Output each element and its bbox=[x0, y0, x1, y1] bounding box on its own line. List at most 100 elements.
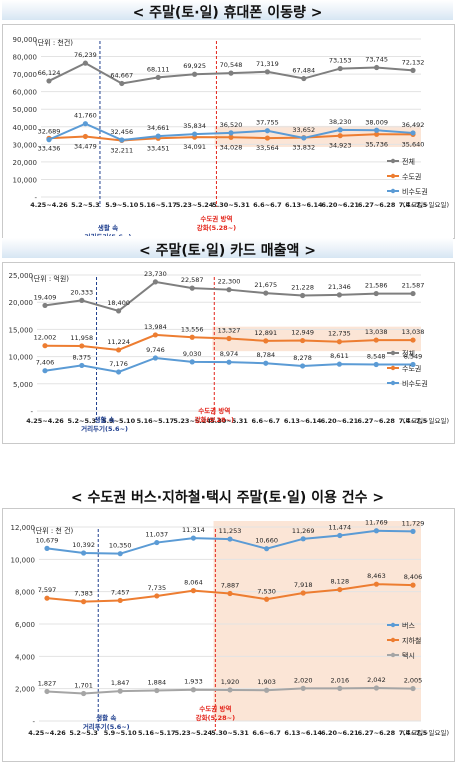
data-point bbox=[81, 690, 87, 697]
data-label: 7,457 bbox=[111, 588, 130, 596]
data-label: 66,124 bbox=[38, 69, 61, 77]
data-point bbox=[300, 363, 306, 369]
data-label: 36,492 bbox=[402, 121, 425, 129]
data-label: 2,016 bbox=[330, 676, 349, 684]
data-label: 11,269 bbox=[292, 527, 315, 535]
data-point bbox=[82, 60, 88, 66]
legend-label: 비수도권 bbox=[402, 187, 428, 196]
data-point bbox=[374, 64, 380, 71]
data-label: 1,920 bbox=[221, 678, 240, 686]
y-tick-label: 4,000 bbox=[15, 653, 35, 661]
data-label: 69,925 bbox=[183, 62, 206, 70]
data-label: 19,409 bbox=[34, 293, 57, 301]
data-label: 10,392 bbox=[72, 541, 95, 549]
data-point bbox=[117, 597, 123, 604]
data-label: 18,400 bbox=[107, 299, 130, 307]
data-label: 35,736 bbox=[365, 140, 388, 148]
annotation-distancing: 생활 속 bbox=[94, 415, 114, 424]
x-unit-label: (토요일~일요일) bbox=[403, 416, 449, 425]
data-label: 8,548 bbox=[367, 352, 386, 360]
data-label: 20,333 bbox=[70, 288, 93, 296]
data-point bbox=[44, 545, 50, 551]
data-point bbox=[42, 368, 48, 374]
x-tick-label: 6.27~6.28 bbox=[357, 417, 395, 425]
data-point bbox=[154, 593, 160, 599]
data-point bbox=[190, 687, 196, 693]
chart-3-transit: - 2,000 4,000 6,000 8,000 10,000 12,000(단위 : 천… bbox=[11, 519, 450, 737]
data-point bbox=[300, 685, 306, 691]
data-label: 8,278 bbox=[293, 354, 312, 362]
x-tick-label: 5.16~5.17 bbox=[137, 417, 175, 425]
data-point bbox=[81, 599, 87, 605]
data-label: 23,730 bbox=[144, 270, 167, 278]
data-label: 7,176 bbox=[109, 360, 128, 368]
data-point bbox=[189, 334, 195, 340]
data-label: 34,479 bbox=[74, 142, 97, 150]
data-point bbox=[410, 290, 416, 297]
y-tick-label: 15,000 bbox=[9, 326, 34, 334]
data-label: 32,211 bbox=[110, 146, 133, 154]
data-label: 1,827 bbox=[38, 679, 57, 687]
data-point bbox=[263, 338, 269, 344]
data-point bbox=[117, 688, 123, 694]
annotation-distancing: 거리두기(5.6~) bbox=[83, 722, 130, 731]
data-label: 67,484 bbox=[292, 67, 315, 75]
data-point bbox=[373, 290, 379, 297]
data-point bbox=[410, 528, 416, 534]
data-label: 37,755 bbox=[256, 119, 279, 127]
data-label: 71,319 bbox=[256, 60, 279, 68]
title-bar-2 bbox=[2, 238, 453, 258]
data-point bbox=[227, 590, 233, 597]
data-label: 7,735 bbox=[147, 584, 166, 592]
data-point bbox=[264, 128, 270, 134]
legend-marker bbox=[390, 350, 396, 356]
data-label: 12,949 bbox=[291, 329, 314, 337]
x-tick-label: 5.30~5.31 bbox=[210, 417, 248, 425]
y-tick-label: - bbox=[34, 194, 37, 202]
data-label: 34,091 bbox=[183, 143, 206, 151]
unit-label: (단위 : 천 건) bbox=[33, 526, 74, 535]
data-label: 35,640 bbox=[402, 140, 425, 148]
x-tick-label: 5.16~5.17 bbox=[138, 729, 176, 737]
annotation-distancing: 거리두기(5.6~) bbox=[85, 232, 132, 236]
data-point bbox=[155, 133, 161, 139]
legend-marker bbox=[390, 188, 396, 194]
data-point bbox=[263, 290, 269, 296]
y-tick-label: 60,000 bbox=[13, 89, 38, 97]
data-point bbox=[79, 362, 85, 369]
data-label: 22,587 bbox=[181, 276, 204, 284]
data-label: 36,520 bbox=[220, 121, 243, 129]
data-point bbox=[373, 337, 379, 343]
data-label: 12,891 bbox=[254, 329, 277, 337]
annotation-quarantine: 수도권 방역 bbox=[199, 704, 231, 713]
y-tick-label: 90,000 bbox=[13, 36, 38, 44]
data-point bbox=[336, 339, 342, 345]
data-point bbox=[227, 536, 233, 542]
data-point bbox=[228, 70, 234, 76]
x-unit-label: (토요일~일요일) bbox=[403, 200, 449, 209]
legend-label: 전체 bbox=[402, 349, 415, 358]
x-unit-label: (토요일~일요일) bbox=[403, 728, 449, 737]
data-label: 11,769 bbox=[365, 519, 388, 527]
data-point bbox=[152, 355, 158, 361]
x-tick-label: 6.6~6.7 bbox=[252, 417, 280, 425]
unit-label: (단위 : 억원) bbox=[31, 274, 69, 283]
unit-label: (단위 : 천건) bbox=[35, 38, 73, 47]
chart-1-mobility: - 10,000 20,000 30,000 40,000 50,000 60,000 70,… bbox=[13, 36, 450, 241]
y-tick-label: 2,000 bbox=[15, 686, 35, 694]
data-label: 72,132 bbox=[402, 58, 425, 66]
data-point bbox=[44, 688, 50, 695]
y-tick-label: 8,000 bbox=[15, 589, 35, 597]
legend-label: 버스 bbox=[402, 621, 415, 630]
data-label: 22,300 bbox=[218, 278, 241, 286]
x-tick-label: 4.25~4.26 bbox=[28, 729, 66, 737]
data-point bbox=[192, 71, 198, 77]
data-point bbox=[410, 685, 416, 692]
x-tick-label: 6.20~6.21 bbox=[321, 201, 359, 209]
data-label: 9,030 bbox=[183, 350, 202, 358]
legend-marker bbox=[390, 652, 396, 658]
y-tick-label: 10,000 bbox=[11, 556, 36, 564]
data-point bbox=[42, 302, 48, 309]
data-point bbox=[301, 75, 307, 82]
data-label: 34,923 bbox=[329, 142, 352, 150]
